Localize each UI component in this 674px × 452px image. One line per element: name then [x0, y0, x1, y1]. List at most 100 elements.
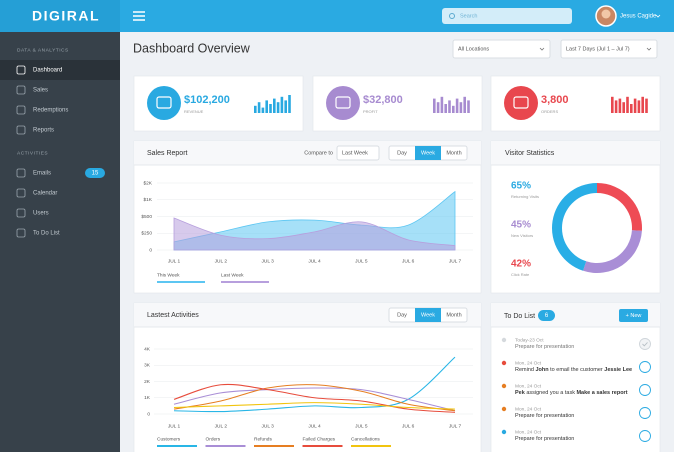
todo-checkbox[interactable] — [639, 338, 651, 350]
todo-text: Prepare for presentation — [515, 344, 574, 350]
legend-swatch — [157, 281, 205, 283]
search-box[interactable] — [442, 8, 572, 24]
todo-dot — [501, 429, 507, 435]
x-tick-label: JUL 7 — [449, 423, 462, 429]
nav-item[interactable]: Reports — [33, 128, 54, 134]
card-title: To Do List — [504, 313, 535, 320]
todo-checkbox[interactable] — [639, 384, 651, 396]
x-tick-label: JUL 6 — [402, 423, 415, 429]
spark-bar — [273, 98, 276, 113]
legend-label: Last Week — [221, 272, 244, 278]
page-title: Dashboard Overview — [133, 41, 251, 55]
user-chevron — [655, 14, 661, 18]
card-title: Visitor Statistics — [505, 150, 555, 157]
y-tick-label: 1K — [144, 395, 151, 401]
tab[interactable]: Week — [421, 312, 435, 318]
y-tick-label: $250 — [141, 231, 152, 237]
x-tick-label: JUL 5 — [355, 423, 368, 429]
nav-icon — [16, 125, 26, 135]
tab-active-bg — [415, 146, 441, 160]
spark-bar — [622, 102, 625, 113]
tab[interactable]: Day — [397, 150, 407, 156]
new-button-bg[interactable] — [619, 309, 648, 322]
stat-label: ORDERS — [541, 109, 558, 114]
nav-icon — [16, 228, 26, 238]
todo-checkbox[interactable] — [639, 361, 651, 373]
donut-segment — [583, 230, 642, 273]
legend-swatch — [351, 445, 391, 447]
todo-checkbox[interactable] — [639, 407, 651, 419]
nav-item[interactable]: Users — [33, 211, 49, 217]
compare-dropdown[interactable] — [336, 145, 380, 161]
y-tick-label: 3K — [144, 363, 151, 369]
x-tick-label: JUL 5 — [355, 258, 368, 264]
legend-swatch — [205, 445, 246, 447]
todo-text-part: Prepare for presentation — [515, 344, 574, 350]
x-tick-label: JUL 4 — [308, 258, 321, 264]
todo-text-part: Make a sales report — [576, 390, 627, 396]
nav-icon — [16, 85, 26, 95]
badge-bg — [85, 168, 105, 178]
tab[interactable]: Month — [446, 312, 461, 318]
location-filter[interactable]: All Locations — [458, 46, 489, 52]
x-tick-label: JUL 4 — [308, 423, 321, 429]
badge: 15 — [92, 171, 99, 177]
todo-text-part: Prepare for presentation — [515, 413, 574, 419]
y-tick-label: $500 — [141, 214, 152, 220]
x-tick-label: JUL 1 — [168, 258, 181, 264]
stat-icon — [147, 86, 181, 120]
stat-icon-glyph — [156, 96, 172, 109]
nav-item[interactable]: Redemptions — [33, 108, 68, 114]
nav-item[interactable]: Calendar — [33, 191, 57, 197]
stat-value: 3,800 — [541, 94, 569, 106]
spark-bar — [618, 98, 622, 113]
activities-card — [133, 302, 482, 452]
legend-swatch — [254, 445, 294, 447]
nav-item[interactable]: Dashboard — [33, 68, 62, 74]
tab[interactable]: Day — [397, 312, 407, 318]
date-filter[interactable]: Last 7 Days (Jul 1 – Jul 7) — [566, 46, 630, 52]
legend-label: Refunds — [254, 436, 272, 442]
spark-bar — [633, 98, 637, 113]
nav-item[interactable]: Sales — [33, 88, 48, 94]
todo-text-part: Remind — [515, 367, 535, 373]
legend-label: Customers — [157, 436, 181, 442]
nav-item[interactable]: Emails — [33, 171, 51, 177]
line — [173, 383, 456, 413]
compare-label: Compare to — [304, 150, 333, 156]
nav-icon — [16, 105, 26, 115]
spark-bar — [459, 102, 463, 113]
stat-value: $102,200 — [184, 94, 230, 106]
compare-value[interactable]: Last Week — [342, 150, 368, 156]
section-title: ACTIVITIES — [17, 150, 48, 156]
y-tick-label: $1K — [143, 197, 152, 203]
spark-bar — [455, 98, 459, 113]
user-name[interactable]: Jesus Cagide — [620, 14, 657, 20]
x-tick-label: JUL 2 — [215, 258, 228, 264]
nav-item[interactable]: To Do List — [33, 231, 60, 237]
stat-value: $32,800 — [363, 94, 403, 106]
stat-icon-glyph — [335, 96, 351, 109]
tab[interactable]: Month — [446, 150, 461, 156]
todo-date: Mon, 24 Oct — [515, 383, 542, 389]
visitor-stat-label: Returning Visits — [511, 194, 539, 199]
spark-bar — [611, 96, 614, 113]
x-tick-label: JUL 3 — [261, 258, 274, 264]
visitor-stat-label: Click Rate — [511, 272, 530, 277]
tab[interactable]: Week — [421, 150, 435, 156]
todo-count-bg — [538, 310, 555, 321]
todo-text-part: John — [535, 367, 549, 373]
spark-bar — [276, 102, 280, 113]
card-title: Sales Report — [147, 150, 188, 157]
donut-segment — [597, 183, 643, 231]
location-filter-box[interactable] — [452, 39, 551, 59]
new-button[interactable]: + New — [626, 313, 642, 319]
legend-swatch — [157, 445, 197, 447]
spark-bar — [637, 100, 641, 113]
todo-text-part: assigned you a task — [525, 390, 577, 396]
spark-bar — [284, 100, 287, 113]
date-filter-box[interactable] — [560, 39, 658, 59]
donut-segment — [551, 183, 597, 271]
spark-bar — [269, 104, 272, 113]
todo-checkbox[interactable] — [639, 430, 651, 442]
